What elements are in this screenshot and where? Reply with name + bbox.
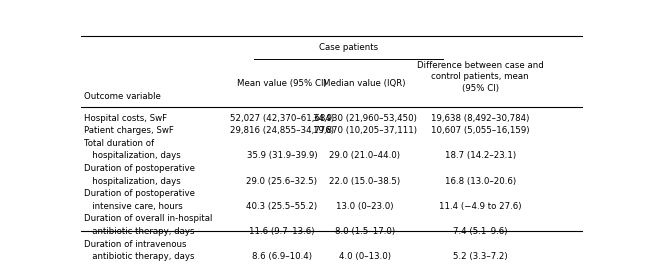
Text: 29.0 (25.6–32.5): 29.0 (25.6–32.5) bbox=[246, 177, 318, 186]
Text: 35.9 (31.9–39.9): 35.9 (31.9–39.9) bbox=[247, 151, 317, 161]
Text: 8.6 (6.9–10.4): 8.6 (6.9–10.4) bbox=[252, 252, 312, 261]
Text: Outcome variable: Outcome variable bbox=[84, 92, 161, 101]
Text: Duration of postoperative: Duration of postoperative bbox=[84, 164, 194, 173]
Text: 22.0 (15.0–38.5): 22.0 (15.0–38.5) bbox=[329, 177, 400, 186]
Text: 29,816 (24,855–34,776): 29,816 (24,855–34,776) bbox=[230, 126, 334, 135]
Text: antibiotic therapy, days: antibiotic therapy, days bbox=[84, 252, 194, 261]
Text: 11.4 (−4.9 to 27.6): 11.4 (−4.9 to 27.6) bbox=[439, 202, 522, 211]
Text: 5.2 (3.3–7.2): 5.2 (3.3–7.2) bbox=[453, 252, 507, 261]
Text: 18.7 (14.2–23.1): 18.7 (14.2–23.1) bbox=[445, 151, 516, 161]
Text: 19,638 (8,492–30,784): 19,638 (8,492–30,784) bbox=[431, 114, 529, 122]
Text: Duration of postoperative: Duration of postoperative bbox=[84, 189, 194, 198]
Text: 52,027 (42,370–61,684): 52,027 (42,370–61,684) bbox=[230, 114, 334, 122]
Text: hospitalization, days: hospitalization, days bbox=[84, 177, 180, 186]
Text: 7.4 (5.1–9.6): 7.4 (5.1–9.6) bbox=[453, 227, 507, 236]
Text: Duration of intravenous: Duration of intravenous bbox=[84, 240, 186, 249]
Text: Median value (IQR): Median value (IQR) bbox=[323, 78, 406, 87]
Text: 16.8 (13.0–20.6): 16.8 (13.0–20.6) bbox=[445, 177, 516, 186]
Text: Case patients: Case patients bbox=[319, 43, 378, 52]
Text: Total duration of: Total duration of bbox=[84, 139, 154, 148]
Text: intensive care, hours: intensive care, hours bbox=[84, 202, 182, 211]
Text: Difference between case and
control patients, mean
(95% CI): Difference between case and control pati… bbox=[417, 61, 544, 93]
Text: hospitalization, days: hospitalization, days bbox=[84, 151, 180, 161]
Text: antibiotic therapy, days: antibiotic therapy, days bbox=[84, 227, 194, 236]
Text: 8.0 (1.5–17.0): 8.0 (1.5–17.0) bbox=[334, 227, 395, 236]
Text: Mean value (95% CI): Mean value (95% CI) bbox=[237, 78, 327, 87]
Text: Hospital costs, SwF: Hospital costs, SwF bbox=[84, 114, 167, 122]
Text: 19,870 (10,205–37,111): 19,870 (10,205–37,111) bbox=[313, 126, 417, 135]
Text: Duration of overall in-hospital: Duration of overall in-hospital bbox=[84, 214, 212, 223]
Text: 29.0 (21.0–44.0): 29.0 (21.0–44.0) bbox=[329, 151, 400, 161]
Text: 4.0 (0–13.0): 4.0 (0–13.0) bbox=[339, 252, 391, 261]
Text: 10,607 (5,055–16,159): 10,607 (5,055–16,159) bbox=[431, 126, 529, 135]
Text: Patient charges, SwF: Patient charges, SwF bbox=[84, 126, 174, 135]
Text: 34,930 (21,960–53,450): 34,930 (21,960–53,450) bbox=[313, 114, 417, 122]
Text: 11.6 (9.7–13.6): 11.6 (9.7–13.6) bbox=[249, 227, 315, 236]
Text: 13.0 (0–23.0): 13.0 (0–23.0) bbox=[336, 202, 393, 211]
Text: 40.3 (25.5–55.2): 40.3 (25.5–55.2) bbox=[246, 202, 318, 211]
